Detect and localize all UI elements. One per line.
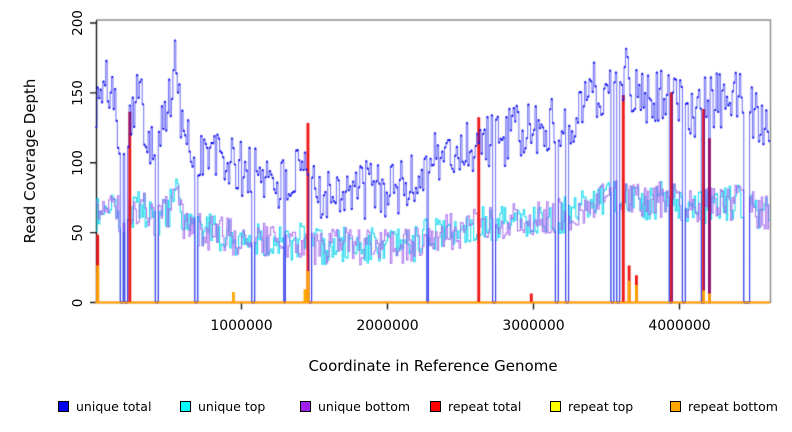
legend-item-repeat-top: repeat top	[550, 399, 633, 414]
y-tick-label: 200	[70, 10, 86, 36]
x-axis-label: Coordinate in Reference Genome	[308, 357, 558, 375]
legend-item-unique-bottom: unique bottom	[300, 399, 410, 414]
legend-label: unique bottom	[318, 399, 411, 414]
legend-label: unique total	[76, 399, 152, 414]
legend-item-unique-top: unique top	[180, 399, 265, 414]
repeat-top-swatch-icon	[550, 401, 561, 412]
y-axis-label: Read Coverage Depth	[21, 78, 39, 244]
unique-top-swatch-icon	[180, 401, 191, 412]
x-tick-label: 2000000	[356, 318, 419, 334]
legend-item-repeat-total: repeat total	[430, 399, 521, 414]
repeat-bottom-swatch-icon	[670, 401, 681, 412]
legend-label: unique top	[198, 399, 266, 414]
x-tick-label: 1000000	[210, 318, 273, 334]
legend-item-unique-total: unique total	[58, 399, 151, 414]
legend-label: repeat total	[448, 399, 522, 414]
legend-label: repeat top	[568, 399, 634, 414]
y-tick-label: 0	[70, 298, 86, 307]
y-tick-label: 50	[70, 224, 86, 242]
repeat-total-swatch-icon	[430, 401, 441, 412]
unique-total-swatch-icon	[58, 401, 69, 412]
x-tick-label: 4000000	[648, 318, 711, 334]
y-tick-label: 150	[70, 79, 86, 106]
y-tick-label: 100	[70, 149, 86, 176]
x-tick-label: 3000000	[502, 318, 565, 334]
unique-bottom-swatch-icon	[300, 401, 311, 412]
legend-label: repeat bottom	[688, 399, 778, 414]
legend-item-repeat-bottom: repeat bottom	[670, 399, 778, 414]
coverage-plot-canvas	[0, 0, 792, 380]
